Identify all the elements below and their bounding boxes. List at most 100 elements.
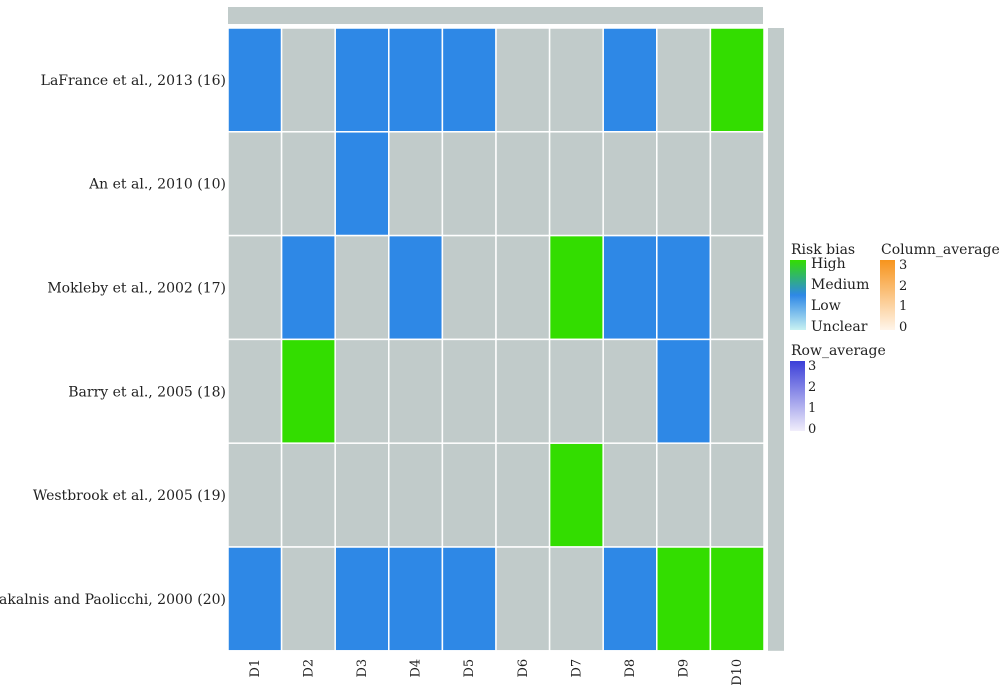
row-label: LaFrance et al., 2013 (16) [41,73,226,89]
heatmap-cell [388,234,444,341]
heatmap-cell [548,27,604,133]
row-average-legend-title: Row_average [791,343,886,359]
heatmap-cell [709,442,765,548]
column-average-tick-2: 2 [899,279,907,294]
heatmap-cell [709,234,765,341]
heatmap-cell [548,338,604,444]
heatmap-cell [227,546,283,652]
heatmap-cell [495,338,551,444]
row-label: Barry et al., 2005 (18) [68,384,226,400]
heatmap-cell [334,131,390,237]
heatmap-cell [495,546,551,652]
heatmap-cell [334,234,390,341]
row-average-gradient-bar [790,361,805,431]
heatmap-cell [495,27,551,133]
heatmap-cell [602,131,658,237]
row-labels: LaFrance et al., 2013 (16) An et al., 201… [0,73,226,608]
row-average-tick-2: 2 [808,380,816,395]
column-label: D1 [248,659,263,678]
heatmap-cell [280,234,336,341]
heatmap-cell [709,546,765,652]
heatmap-cell [388,442,444,548]
heatmap-cell [495,234,551,341]
heatmap-cell [548,546,604,652]
column-label: D3 [355,659,370,678]
heatmap-cell [280,338,336,444]
column-average-gradient-bar [880,260,895,330]
heatmap-cell [495,131,551,237]
column-label: D5 [462,659,477,678]
heatmap-cell [227,131,283,237]
heatmap-cell [280,131,336,237]
heatmap-cell [227,338,283,444]
heatmap-cell [280,442,336,548]
column-label: D7 [569,659,584,678]
heatmap-cell [602,442,658,548]
heatmap-cell [656,131,712,237]
heatmap-cell [548,131,604,237]
row-label: Pakalnis and Paolicchi, 2000 (20) [0,592,226,608]
heatmap-cell [656,338,712,444]
column-label: D2 [301,659,316,678]
heatmap-cells [227,27,765,652]
heatmap-cell [709,338,765,444]
column-average-legend-title: Column_average [881,242,1000,258]
heatmap-cell [227,27,283,133]
column-average-tick-1: 1 [899,299,907,314]
heatmap-cell [441,338,497,444]
heatmap-cell [388,546,444,652]
column-average-tick-0: 0 [899,320,907,335]
column-label: D8 [623,659,638,678]
row-label: An et al., 2010 (10) [88,177,226,193]
row-average-tick-0: 0 [808,422,816,437]
heatmap-cell [441,234,497,341]
heatmap-cell [280,546,336,652]
column-average-tick-3: 3 [899,258,907,273]
column-label: D10 [730,659,745,686]
heatmap-cell [709,131,765,237]
row-average-bar [768,28,784,651]
row-average-legend: Row_average 3 2 1 0 [790,343,886,437]
heatmap-cell [709,27,765,133]
heatmap-cell [388,27,444,133]
heatmap-cell [548,442,604,548]
row-average-bar-fill [768,28,784,651]
heatmap-cell [656,546,712,652]
column-label: D9 [677,659,692,678]
heatmap-cell [334,546,390,652]
heatmap-cell [441,546,497,652]
heatmap-cell [388,131,444,237]
column-average-legend: Column_average 3 2 1 0 [880,242,1000,335]
heatmap-cell [334,338,390,444]
risk-bias-gradient-bar [790,260,806,330]
heatmap-cell [602,27,658,133]
heatmap-cell [656,27,712,133]
heatmap-cell [441,27,497,133]
heatmap-cell [280,27,336,133]
row-average-tick-1: 1 [808,401,816,416]
heatmap-cell [334,442,390,548]
column-labels: D1 D2 D3 D4 D5 D6 D7 D8 D9 D10 [248,659,745,686]
row-label: Mokleby et al., 2002 (17) [47,281,226,297]
heatmap-cell [656,442,712,548]
row-label: Westbrook et al., 2005 (19) [33,488,226,504]
heatmap-cell [602,546,658,652]
risk-bias-level-high: High [811,256,846,272]
risk-bias-level-unclear: Unclear [811,319,868,335]
risk-bias-legend-title: Risk bias [791,242,855,258]
column-average-bar [228,7,763,24]
risk-bias-legend: Risk bias High Medium Low Unclear [790,242,869,335]
heatmap-cell [227,234,283,341]
heatmap-cell [656,234,712,341]
row-average-tick-3: 3 [808,359,816,374]
heatmap-cell [495,442,551,548]
heatmap-cell [602,234,658,341]
heatmap-cell [388,338,444,444]
heatmap-cell [227,442,283,548]
heatmap-cell [441,131,497,237]
column-label: D4 [409,659,424,678]
heatmap-cell [548,234,604,341]
column-average-bar-fill [228,7,763,24]
risk-bias-level-medium: Medium [811,277,869,293]
